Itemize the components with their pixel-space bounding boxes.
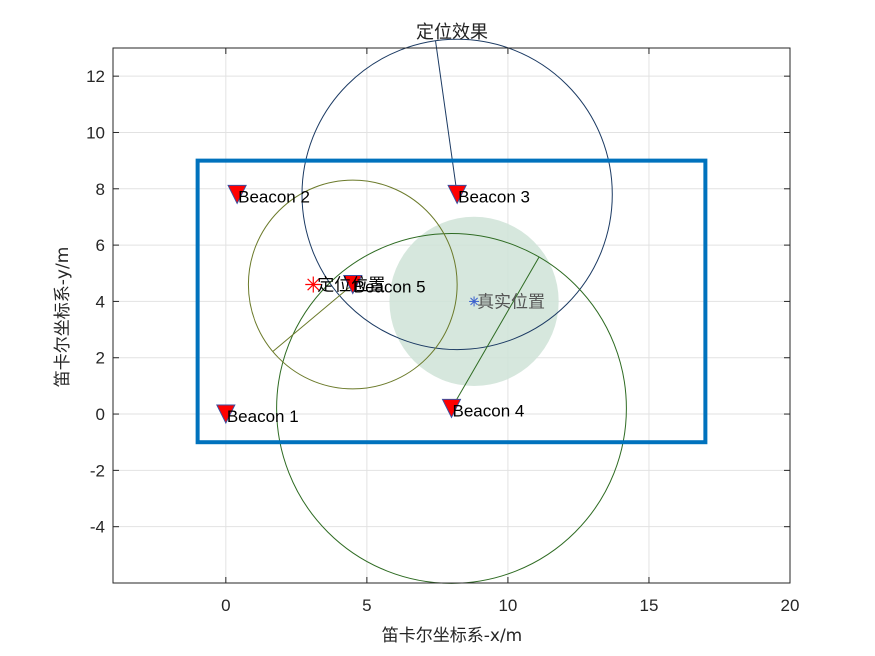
y-axis-label: 笛卡尔坐标系-y/m [53,247,73,387]
true-position-marker [470,297,478,306]
beacon-marker [447,184,467,205]
x-tick-label: 0 [221,596,230,615]
beacon-marker [441,398,462,419]
range-radius-line [451,256,540,409]
beacon-marker [227,184,247,205]
beacon-label: Beacon 1 [227,407,299,426]
y-tick-label: 2 [96,349,105,368]
y-tick-label: 6 [96,236,105,255]
true-position-label: 真实位置 [477,292,545,312]
room-rectangle [195,158,708,445]
y-tick-label: 12 [86,67,105,86]
y-tick-label: 8 [96,180,105,199]
y-tick-label: 10 [86,123,105,142]
chart-title: 定位效果 [416,22,488,43]
range-circle [301,38,613,351]
room-boundary [195,158,708,445]
x-tick-label: 10 [498,596,517,615]
y-tick-label: 4 [96,292,105,311]
beacon-marker [216,404,236,425]
x-tick-label: 15 [639,596,658,615]
beacon-markers [216,184,480,425]
tick-labels: 0 5 10 15 20 -4 -2 0 2 4 6 8 10 12 [86,67,799,615]
range-lines [272,40,540,409]
x-tick-label: 5 [362,596,371,615]
x-axis-label: 笛卡尔坐标系-x/m [382,626,522,646]
beacon-label: Beacon 4 [453,401,525,420]
range-circle [247,179,458,390]
y-tick-label: -2 [90,461,105,480]
beacon-labels: Beacon 1 Beacon 2 Beacon 3 Beacon 4 Beacon 5… [227,187,545,426]
axes-box [112,47,791,584]
beacon-label: Beacon 5 [354,278,426,297]
range-radius-line [272,284,354,352]
estimated-position-label: 定位位置 [317,276,385,296]
y-tick-label: 0 [96,405,105,424]
x-tick-label: 20 [781,596,800,615]
estimated-position-marker [307,278,320,291]
y-tick-label: -4 [90,518,105,537]
beacon-marker [342,275,363,295]
axes [112,47,791,584]
range-radius-line [435,40,458,195]
beacon-label: Beacon 3 [458,187,530,206]
beacon-label: Beacon 2 [238,187,310,206]
